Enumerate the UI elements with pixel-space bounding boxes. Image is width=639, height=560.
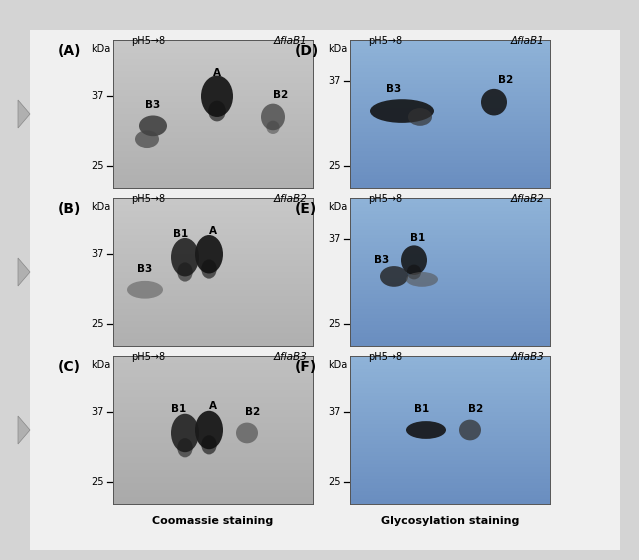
Text: pH5→8: pH5→8 [368,352,402,362]
Text: kDa: kDa [328,44,347,54]
Text: B3: B3 [146,100,160,110]
Text: 25: 25 [328,319,341,329]
Text: 37: 37 [328,407,341,417]
Ellipse shape [266,120,280,134]
Ellipse shape [261,104,285,130]
Text: (E): (E) [295,202,317,216]
Text: B2: B2 [498,75,514,85]
Text: B1: B1 [171,404,187,414]
Text: 25: 25 [91,319,104,329]
Text: Coomassie staining: Coomassie staining [152,516,273,526]
Ellipse shape [406,272,438,287]
Text: B1: B1 [410,233,426,243]
Text: (F): (F) [295,360,317,374]
Ellipse shape [195,411,223,449]
Text: 37: 37 [328,235,341,244]
Ellipse shape [139,115,167,136]
Text: pH5→8: pH5→8 [368,36,402,46]
Text: ΔflaB2: ΔflaB2 [511,194,544,204]
Text: 25: 25 [328,161,341,171]
Text: kDa: kDa [328,202,347,212]
Text: 25: 25 [91,477,104,487]
Ellipse shape [201,435,217,454]
Ellipse shape [135,130,159,148]
Ellipse shape [127,281,163,298]
Ellipse shape [171,238,199,277]
Text: B3: B3 [137,264,153,274]
Ellipse shape [201,76,233,117]
Ellipse shape [481,89,507,115]
Ellipse shape [236,423,258,444]
Ellipse shape [171,414,199,452]
Text: kDa: kDa [91,202,111,212]
Text: ΔflaB1: ΔflaB1 [511,36,544,46]
Text: pH5→8: pH5→8 [131,36,165,46]
Text: A: A [213,68,221,78]
Text: (D): (D) [295,44,320,58]
Ellipse shape [370,99,434,123]
Text: ΔflaB3: ΔflaB3 [511,352,544,362]
Ellipse shape [459,419,481,440]
Text: ΔflaB3: ΔflaB3 [273,352,307,362]
Text: pH5→8: pH5→8 [368,194,402,204]
Text: A: A [209,402,217,411]
Ellipse shape [195,235,223,273]
Ellipse shape [208,101,226,122]
Text: (A): (A) [58,44,82,58]
Text: kDa: kDa [328,360,347,370]
Text: 37: 37 [91,249,104,259]
Text: (C): (C) [58,360,81,374]
Ellipse shape [408,108,432,126]
Text: B3: B3 [387,84,402,94]
Text: ΔflaB2: ΔflaB2 [273,194,307,204]
Text: B2: B2 [245,407,261,417]
Ellipse shape [201,259,217,279]
Text: A: A [209,226,217,236]
Text: 37: 37 [328,77,341,86]
Text: (B): (B) [58,202,81,216]
Ellipse shape [407,265,421,279]
Text: pH5→8: pH5→8 [131,194,165,204]
Text: B3: B3 [374,255,390,265]
Text: B1: B1 [414,404,429,414]
Ellipse shape [401,245,427,275]
Text: pH5→8: pH5→8 [131,352,165,362]
Text: B2: B2 [468,404,484,414]
Text: 25: 25 [91,161,104,171]
Ellipse shape [406,421,446,439]
Text: kDa: kDa [91,360,111,370]
Text: 25: 25 [328,477,341,487]
Ellipse shape [177,438,193,458]
Text: ΔflaB1: ΔflaB1 [273,36,307,46]
Text: 37: 37 [91,407,104,417]
Text: kDa: kDa [91,44,111,54]
Text: B2: B2 [273,90,289,100]
Ellipse shape [177,263,193,282]
Ellipse shape [380,266,408,287]
Text: B1: B1 [173,228,189,239]
Text: Glycosylation staining: Glycosylation staining [381,516,519,526]
Text: 37: 37 [91,91,104,101]
